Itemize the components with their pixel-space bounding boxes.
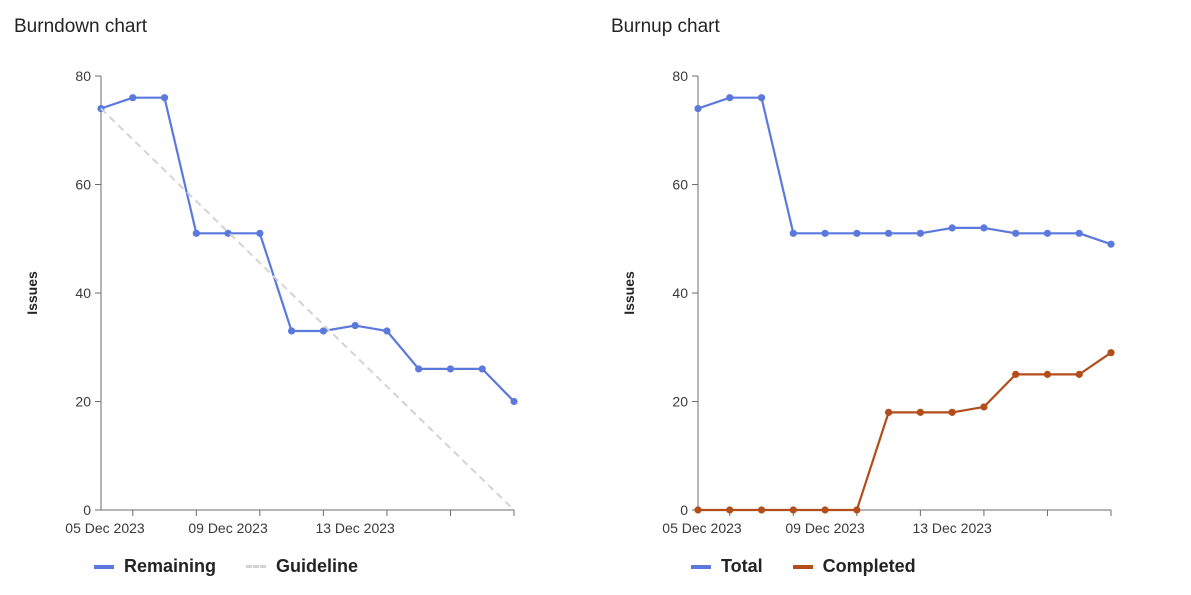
burndown-chart: 0 20 40 60 80 05 Dec 2023 09 Dec 2023 13 Dec 20… bbox=[24, 68, 518, 536]
data-point-remaining bbox=[160, 94, 169, 102]
burnup-legend: Total Completed bbox=[691, 556, 916, 577]
legend-label-completed: Completed bbox=[822, 556, 916, 576]
y-axis-title: Issues bbox=[24, 271, 40, 315]
total-swatch-icon bbox=[691, 564, 711, 569]
x-tick-label: 09 Dec 2023 bbox=[188, 520, 268, 536]
series-line-remaining bbox=[100, 96, 515, 403]
data-point-remaining bbox=[383, 327, 391, 335]
data-point-total bbox=[1107, 240, 1115, 248]
data-point-completed bbox=[853, 506, 861, 514]
data-point-remaining bbox=[256, 229, 264, 237]
data-point-completed bbox=[821, 506, 829, 514]
data-point-remaining bbox=[415, 365, 423, 373]
data-point-completed bbox=[1107, 349, 1115, 357]
data-point-total bbox=[980, 224, 988, 232]
data-point-total bbox=[948, 224, 956, 232]
x-tick-label: 05 Dec 2023 bbox=[662, 520, 742, 536]
data-point-completed bbox=[1043, 370, 1052, 378]
data-point-total bbox=[853, 229, 861, 237]
data-point-completed bbox=[980, 403, 988, 411]
guideline-swatch-icon bbox=[246, 565, 267, 568]
legend-item-guideline[interactable]: Guideline bbox=[246, 556, 358, 577]
y-tick-label: 20 bbox=[75, 394, 91, 410]
burndown-title: Burndown chart bbox=[14, 16, 148, 37]
data-point-total bbox=[757, 94, 766, 102]
data-point-total bbox=[726, 94, 734, 102]
data-point-total bbox=[821, 229, 829, 237]
data-point-total bbox=[916, 229, 924, 237]
burnup-title: Burnup chart bbox=[611, 16, 720, 37]
data-point-total bbox=[885, 229, 893, 237]
x-tick-label: 13 Dec 2023 bbox=[315, 520, 395, 536]
data-point-remaining bbox=[288, 327, 296, 335]
data-point-remaining bbox=[351, 321, 359, 330]
x-tick-label: 05 Dec 2023 bbox=[65, 520, 145, 536]
completed-swatch-icon bbox=[792, 564, 813, 569]
data-point-completed bbox=[948, 408, 956, 416]
y-tick-label: 0 bbox=[680, 502, 688, 518]
data-point-total bbox=[789, 229, 797, 237]
legend-item-completed[interactable]: Completed bbox=[792, 556, 916, 577]
data-point-completed bbox=[1012, 370, 1020, 378]
burnup-panel: Burnup chart 0 20 40 60 80 05 Dec 2023 09 Dec … bbox=[597, 0, 1191, 595]
legend-label-remaining: Remaining bbox=[124, 556, 217, 576]
data-point-completed bbox=[694, 506, 702, 514]
data-point-total bbox=[694, 104, 702, 113]
data-point-total bbox=[1012, 229, 1020, 237]
data-point-completed bbox=[885, 408, 893, 416]
y-tick-label: 40 bbox=[75, 285, 91, 301]
y-tick-label: 40 bbox=[672, 285, 688, 301]
data-point-remaining bbox=[446, 365, 455, 373]
data-point-completed bbox=[757, 506, 766, 514]
y-tick-label: 60 bbox=[672, 177, 688, 193]
data-point-remaining bbox=[129, 94, 137, 102]
y-axis-title: Issues bbox=[621, 271, 637, 315]
data-point-remaining bbox=[192, 229, 200, 237]
series-line-total bbox=[697, 96, 1112, 246]
burnup-chart: 0 20 40 60 80 05 Dec 2023 09 Dec 2023 13 Dec 20… bbox=[621, 68, 1115, 536]
legend-label-guideline: Guideline bbox=[276, 556, 359, 576]
legend-label-total: Total bbox=[721, 556, 763, 576]
x-tick-label: 13 Dec 2023 bbox=[912, 520, 992, 536]
series-line-completed bbox=[698, 351, 1112, 512]
data-point-completed bbox=[789, 506, 797, 514]
y-tick-label: 0 bbox=[83, 502, 91, 518]
y-tick-label: 80 bbox=[672, 68, 688, 84]
y-tick-label: 20 bbox=[672, 394, 688, 410]
legend-item-total[interactable]: Total bbox=[691, 556, 763, 577]
data-point-remaining bbox=[510, 397, 518, 406]
y-tick-label: 60 bbox=[75, 177, 91, 193]
legend-item-remaining[interactable]: Remaining bbox=[94, 556, 216, 577]
burndown-legend: Remaining Guideline bbox=[94, 556, 358, 577]
data-point-remaining bbox=[319, 327, 327, 335]
y-tick-label: 80 bbox=[75, 68, 91, 84]
data-point-remaining bbox=[478, 365, 486, 373]
remaining-swatch-icon bbox=[94, 564, 114, 569]
data-point-completed bbox=[916, 408, 924, 416]
series-line-guideline bbox=[100, 107, 515, 511]
data-point-completed bbox=[1075, 370, 1083, 378]
x-tick-label: 09 Dec 2023 bbox=[785, 520, 865, 536]
data-point-completed bbox=[726, 506, 734, 514]
burndown-panel: Burndown chart 0 20 40 60 80 05 Dec 2023 09 De… bbox=[14, 16, 518, 577]
data-point-total bbox=[1075, 229, 1083, 237]
data-point-total bbox=[1043, 229, 1052, 237]
